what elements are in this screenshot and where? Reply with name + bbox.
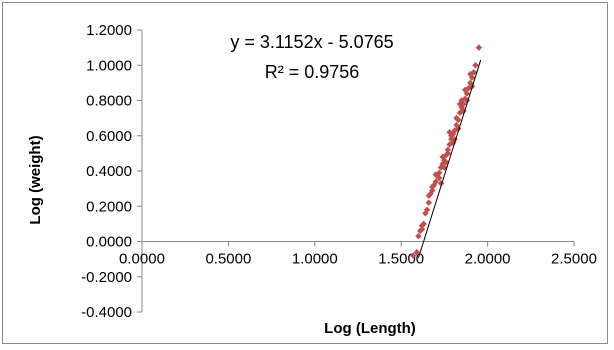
trendline [418, 59, 482, 258]
data-point [423, 206, 431, 213]
data-point [410, 252, 417, 259]
data-point [453, 114, 460, 122]
y-tick-label: 1.0000 [86, 57, 132, 74]
data-point [446, 129, 453, 136]
x-axis-title: Log (Length) [324, 320, 416, 337]
data-point [456, 109, 464, 117]
data-point [420, 220, 427, 228]
data-point [439, 153, 446, 161]
x-axis: 0.0000 0.5000 1.0000 1.5000 2.0000 2.5000 [119, 241, 597, 268]
trendline-group [418, 59, 482, 258]
data-point [429, 183, 436, 191]
x-tick-label: 0.5000 [205, 251, 251, 268]
data-point [468, 74, 476, 81]
y-tick-label: 0.4000 [86, 163, 132, 180]
data-point [475, 44, 483, 51]
data-point [444, 150, 452, 157]
data-point [415, 233, 422, 240]
y-axis: 1.2000 1.0000 0.8000 0.6000 0.4000 0.2000 0.00… [81, 22, 143, 321]
data-point [456, 100, 464, 108]
data-point [432, 171, 439, 178]
data-point [425, 192, 433, 199]
y-tick-label: 1.2000 [86, 22, 132, 39]
y-tick-label: 0.2000 [86, 198, 132, 215]
data-point [444, 146, 452, 154]
x-tick-label: 0.0000 [119, 251, 165, 268]
y-tick-label: -0.4000 [81, 304, 132, 321]
y-tick-label: 0.0000 [86, 234, 132, 251]
r-squared-label: R² = 0.9756 [265, 62, 360, 82]
data-point [432, 178, 439, 185]
y-tick-label: -0.2000 [81, 269, 132, 286]
y-tick-label: 0.6000 [86, 128, 132, 145]
chart-frame [2, 2, 608, 344]
data-point [467, 70, 474, 78]
data-point [413, 248, 420, 256]
data-point [472, 62, 479, 69]
trendline-equation: y = 3.1152x - 5.0765 [230, 32, 393, 52]
data-point [461, 86, 469, 94]
data-point [418, 225, 426, 233]
y-axis-title: Log (weight) [27, 135, 44, 224]
x-tick-label: 1.0000 [292, 251, 338, 268]
x-tick-label: 2.0000 [465, 251, 511, 268]
data-point [442, 158, 450, 166]
data-point [436, 174, 443, 182]
data-point [429, 187, 436, 194]
x-tick-label: 2.5000 [551, 251, 597, 268]
data-point [425, 199, 433, 206]
y-tick-label: 0.8000 [86, 93, 132, 110]
data-point [448, 132, 455, 139]
data-points [410, 44, 483, 259]
